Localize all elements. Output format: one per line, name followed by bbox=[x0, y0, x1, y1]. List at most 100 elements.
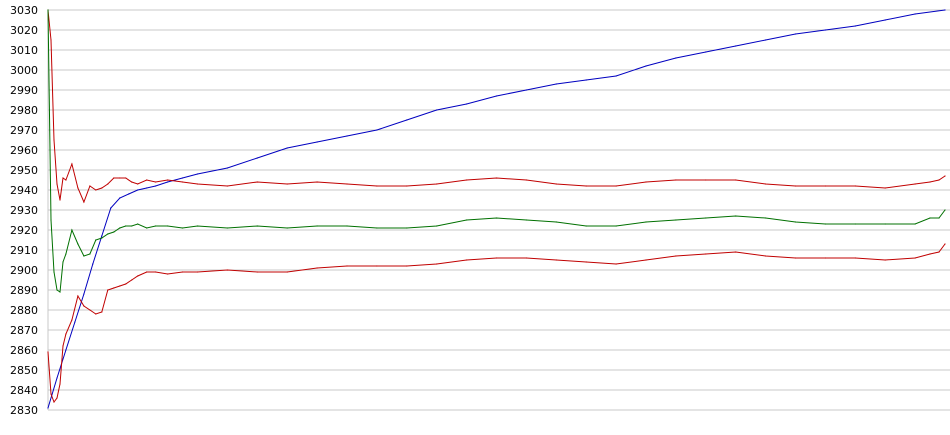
y-tick-label: 2920 bbox=[10, 224, 38, 237]
data-point bbox=[824, 257, 827, 259]
data-point bbox=[56, 377, 58, 379]
series-1 bbox=[47, 9, 946, 204]
data-point bbox=[794, 33, 797, 35]
data-point bbox=[53, 401, 55, 403]
data-point bbox=[376, 265, 378, 267]
data-point bbox=[155, 181, 157, 183]
data-point bbox=[95, 313, 97, 315]
data-point bbox=[436, 183, 438, 185]
y-tick-label: 2830 bbox=[10, 404, 38, 417]
data-point bbox=[113, 287, 115, 289]
data-point bbox=[181, 181, 184, 183]
data-point bbox=[884, 19, 886, 21]
data-point bbox=[59, 199, 61, 201]
data-point bbox=[146, 179, 148, 181]
data-point bbox=[376, 227, 378, 229]
data-point bbox=[316, 225, 318, 227]
data-point bbox=[53, 139, 55, 141]
data-point bbox=[125, 177, 127, 179]
series-0 bbox=[47, 9, 946, 409]
data-point bbox=[50, 393, 52, 395]
series-2 bbox=[47, 9, 946, 293]
data-point bbox=[95, 189, 97, 191]
data-point bbox=[77, 295, 79, 297]
data-point bbox=[346, 135, 348, 137]
data-point bbox=[59, 291, 61, 293]
data-point bbox=[794, 221, 797, 223]
data-point bbox=[884, 259, 886, 261]
data-point bbox=[155, 225, 157, 227]
data-point bbox=[167, 273, 169, 275]
data-point bbox=[466, 103, 468, 105]
data-point bbox=[71, 229, 73, 231]
y-tick-label: 2870 bbox=[10, 324, 38, 337]
data-point bbox=[146, 187, 148, 189]
data-point bbox=[735, 179, 737, 181]
data-point bbox=[167, 179, 169, 181]
data-point bbox=[47, 351, 49, 353]
data-point bbox=[146, 271, 148, 273]
data-point bbox=[854, 223, 856, 225]
data-point bbox=[615, 75, 617, 77]
data-point bbox=[929, 181, 931, 183]
data-point bbox=[137, 275, 139, 277]
data-point bbox=[196, 225, 199, 227]
data-point bbox=[89, 185, 91, 187]
data-point bbox=[824, 185, 827, 187]
data-point bbox=[226, 227, 228, 229]
data-point bbox=[436, 225, 438, 227]
data-point bbox=[89, 309, 91, 311]
data-point bbox=[110, 207, 112, 209]
data-point bbox=[47, 407, 49, 409]
data-point bbox=[83, 305, 85, 307]
data-point bbox=[585, 79, 587, 81]
data-point bbox=[113, 177, 115, 179]
data-point bbox=[929, 217, 931, 219]
data-point bbox=[466, 259, 468, 261]
data-point bbox=[101, 235, 103, 237]
series-3 bbox=[47, 243, 946, 404]
data-point bbox=[131, 279, 133, 281]
data-point bbox=[346, 183, 348, 185]
grid bbox=[48, 9, 950, 411]
data-point bbox=[181, 271, 184, 273]
data-point bbox=[119, 227, 121, 229]
data-point bbox=[615, 185, 617, 187]
data-point bbox=[645, 221, 647, 223]
data-point bbox=[495, 257, 498, 259]
data-point bbox=[495, 177, 498, 179]
data-point bbox=[914, 223, 916, 225]
data-point bbox=[119, 177, 121, 179]
data-point bbox=[914, 183, 916, 185]
data-point bbox=[50, 39, 52, 41]
data-point bbox=[256, 157, 258, 159]
data-point bbox=[705, 179, 707, 181]
data-point bbox=[735, 215, 737, 217]
y-tick-label: 2880 bbox=[10, 304, 38, 317]
data-point bbox=[525, 89, 528, 91]
data-point bbox=[938, 251, 940, 253]
data-point bbox=[107, 183, 109, 185]
data-point bbox=[56, 289, 58, 291]
y-tick-label: 2930 bbox=[10, 204, 38, 217]
data-point bbox=[525, 257, 528, 259]
data-point bbox=[181, 227, 184, 229]
data-point bbox=[585, 261, 587, 263]
data-point bbox=[95, 239, 97, 241]
data-point bbox=[196, 271, 199, 273]
data-point bbox=[675, 179, 677, 181]
data-point bbox=[101, 311, 103, 313]
data-point bbox=[256, 181, 258, 183]
data-point bbox=[316, 267, 318, 269]
data-point bbox=[555, 221, 557, 223]
data-point bbox=[226, 269, 228, 271]
data-point bbox=[196, 173, 199, 175]
data-point bbox=[62, 345, 64, 347]
y-tick-label: 3020 bbox=[10, 24, 38, 37]
data-point bbox=[854, 25, 856, 27]
data-point bbox=[65, 333, 67, 335]
data-point bbox=[125, 225, 127, 227]
data-point bbox=[585, 185, 587, 187]
data-point bbox=[346, 265, 348, 267]
data-point bbox=[256, 271, 258, 273]
